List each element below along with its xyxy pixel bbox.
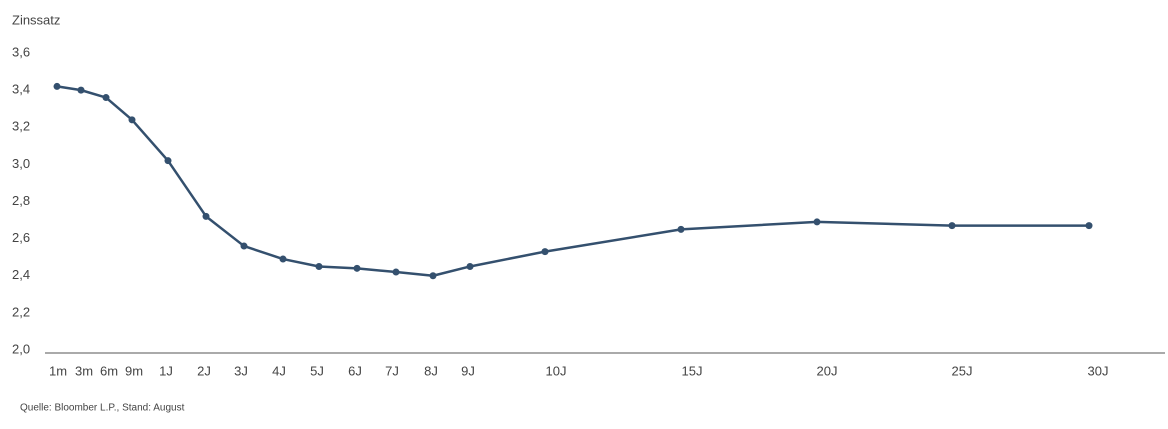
x-tick-label: 9J xyxy=(461,363,475,378)
point xyxy=(164,157,172,165)
y-tick-label: 3,6 xyxy=(12,44,30,59)
point xyxy=(202,212,210,220)
y-tick-label: 3,0 xyxy=(12,156,30,171)
x-tick-label: 25J xyxy=(952,363,973,378)
y-tick-label: 2,4 xyxy=(12,267,30,282)
point xyxy=(240,242,248,250)
x-tick-label: 9m xyxy=(125,363,143,378)
point xyxy=(128,116,136,124)
x-tick-label: 6J xyxy=(348,363,362,378)
point xyxy=(813,218,821,226)
point xyxy=(353,264,361,272)
y-tick-label: 2,6 xyxy=(12,230,30,245)
point xyxy=(948,222,956,230)
x-tick-label: 3m xyxy=(75,363,93,378)
x-tick-label: 20J xyxy=(817,363,838,378)
point xyxy=(1085,222,1093,230)
point xyxy=(102,94,110,102)
x-tick-label: 8J xyxy=(424,363,438,378)
x-tick-label: 15J xyxy=(682,363,703,378)
source-note: Quelle: Bloomber L.P., Stand: August xyxy=(20,403,185,414)
point xyxy=(392,268,400,276)
point xyxy=(466,262,474,270)
point xyxy=(677,225,685,233)
point xyxy=(77,86,85,94)
x-tick-label: 2J xyxy=(197,363,211,378)
x-tick-label: 5J xyxy=(310,363,324,378)
line xyxy=(56,85,1089,277)
y-tick-label: 3,4 xyxy=(12,82,30,97)
point xyxy=(53,82,61,90)
point xyxy=(279,255,287,263)
x-tick-label: 7J xyxy=(385,363,399,378)
x-tick-label: 1J xyxy=(159,363,173,378)
y-axis-title: Zinssatz xyxy=(12,12,60,27)
y-tick-label: 2,0 xyxy=(12,341,30,356)
y-tick-label: 3,2 xyxy=(12,119,30,134)
y-tick-label: 2,2 xyxy=(12,304,30,319)
y-tick-label: 2,8 xyxy=(12,193,30,208)
x-tick-label: 30J xyxy=(1088,363,1109,378)
point xyxy=(429,272,437,280)
x-tick-label: 3J xyxy=(234,363,248,378)
point xyxy=(541,248,549,256)
point xyxy=(315,262,323,270)
x-tick-label: 4J xyxy=(272,363,286,378)
x-tick-label: 1m xyxy=(49,363,67,378)
x-tick-label: 10J xyxy=(546,363,567,378)
x-tick-label: 6m xyxy=(100,363,118,378)
